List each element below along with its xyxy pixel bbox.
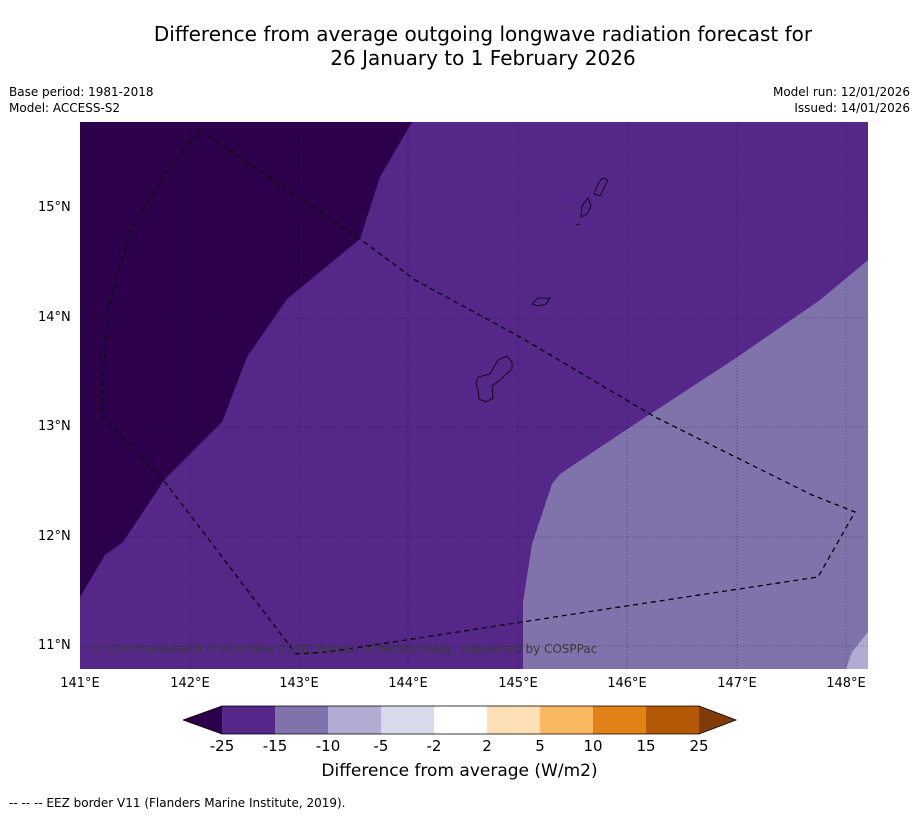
region-minus15-to-minus10 (523, 260, 868, 669)
colorbar-tick: -10 (315, 737, 341, 755)
colorbar (183, 705, 738, 735)
region-minus10-to-minus5 (846, 632, 868, 669)
lat-label-13n: 13°N (38, 419, 71, 434)
colorbar-segment (381, 706, 434, 734)
base-period: Base period: 1981-2018 (9, 85, 154, 99)
colorbar-tick: 10 (583, 737, 603, 755)
lon-label-142e: 142°E (170, 676, 210, 691)
model-name: Model: ACCESS-S2 (9, 101, 121, 115)
colorbar-segment (434, 706, 487, 734)
island-guam (475, 355, 513, 403)
colorbar-extend-low (183, 706, 222, 734)
island-tinian (580, 197, 592, 218)
colorbar-segment (487, 706, 540, 734)
lon-label-145e: 145°E (498, 676, 538, 691)
lon-label-143e: 143°E (279, 676, 319, 691)
islands (475, 177, 609, 403)
olr-anomaly-map: © Commonwealth of Australia 2026, Bureau… (80, 122, 868, 669)
copyright-text: © Commonwealth of Australia 2026, Bureau… (92, 642, 597, 656)
colorbar-segment (222, 706, 275, 734)
chart-title: Difference from average outgoing longwav… (0, 22, 919, 70)
lat-label-11n: 11°N (38, 638, 71, 653)
issued-date: Issued: 14/01/2026 (794, 101, 910, 115)
colorbar-segment (328, 706, 381, 734)
meta-left: Base period: 1981-2018 Model: ACCESS-S2 (9, 84, 154, 116)
colorbar-segment (593, 706, 646, 734)
colorbar-label: Difference from average (W/m2) (321, 761, 598, 781)
colorbar-segment (540, 706, 593, 734)
lon-label-148e: 148°E (826, 676, 866, 691)
eez-border (101, 129, 856, 655)
colorbar-tick: 25 (689, 737, 709, 755)
lon-label-144e: 144°E (388, 676, 428, 691)
title-line-1: Difference from average outgoing longwav… (153, 22, 813, 46)
island-saipan (593, 177, 609, 197)
colorbar-segment (646, 706, 699, 734)
colorbar-tick: -2 (426, 737, 442, 755)
colorbar-tick: 2 (482, 737, 492, 755)
island-aguijan (575, 223, 581, 226)
lon-label-141e: 141°E (60, 676, 100, 691)
model-run: Model run: 12/01/2026 (772, 85, 910, 99)
colorbar-tick: -25 (209, 737, 235, 755)
map-gridlines (80, 122, 868, 669)
lon-label-146e: 146°E (607, 676, 647, 691)
colorbar-extend-high (699, 706, 736, 734)
colorbar-tick: -15 (262, 737, 288, 755)
meta-right: Model run: 12/01/2026 Issued: 14/01/2026 (773, 84, 910, 116)
eez-border-legend: -- -- -- EEZ border V11 (Flanders Marine… (9, 796, 346, 810)
colorbar-outline (183, 705, 738, 735)
colorbar-tick: 5 (535, 737, 545, 755)
island-rota (531, 297, 551, 307)
colorbar-tick: -5 (373, 737, 389, 755)
lon-label-147e: 147°E (717, 676, 757, 691)
colorbar-segment (275, 706, 328, 734)
lat-label-12n: 12°N (38, 529, 71, 544)
region-below-minus25 (80, 122, 412, 597)
colorbar-tick: 15 (636, 737, 656, 755)
lat-label-15n: 15°N (38, 200, 71, 215)
lat-label-14n: 14°N (38, 310, 71, 325)
title-line-2: 26 January to 1 February 2026 (330, 46, 636, 70)
